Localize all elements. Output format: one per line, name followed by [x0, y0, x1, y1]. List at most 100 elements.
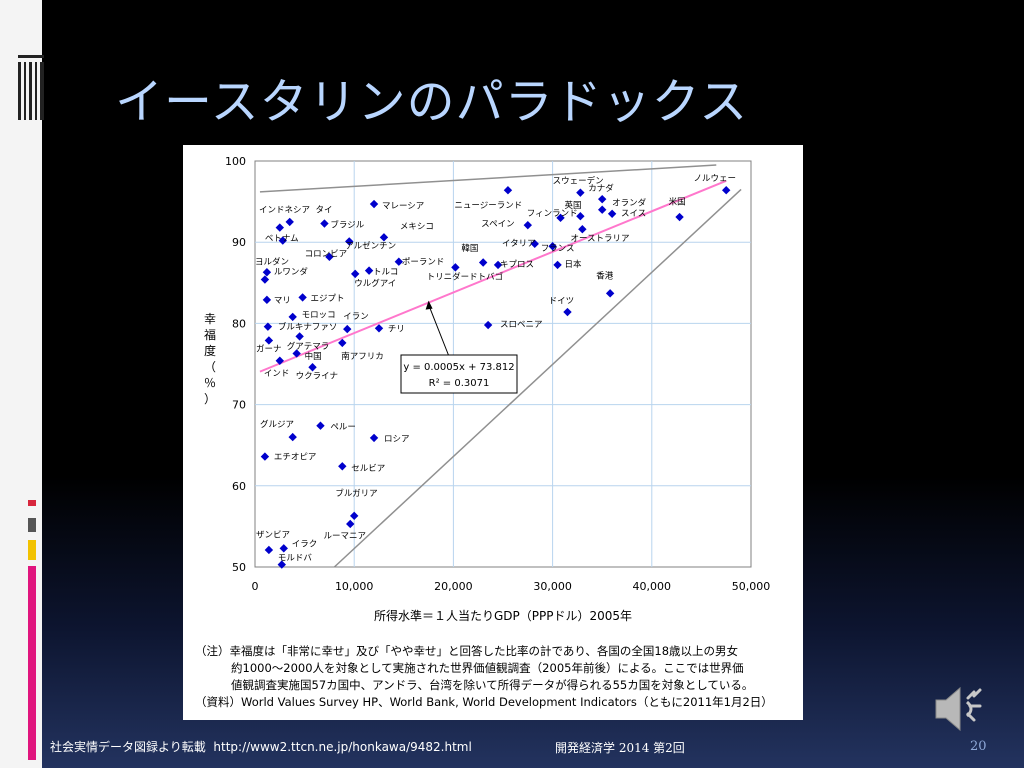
data-point	[478, 258, 488, 267]
point-label: イラク	[292, 539, 318, 549]
point-label: ペルー	[330, 423, 356, 433]
speaker-icon[interactable]	[930, 676, 996, 742]
x-tick-label: 50,000	[732, 580, 771, 593]
data-point	[338, 338, 347, 348]
point-label: 中国	[305, 351, 322, 362]
data-point	[275, 223, 284, 232]
point-label: アルゼンチン	[345, 240, 396, 251]
point-label: ポーランド	[402, 258, 445, 268]
data-point	[578, 225, 587, 234]
trend-r2: R² = 0.3071	[429, 378, 490, 389]
note-line: 値観調査実施国57カ国中、アンドラ、台湾を除いて所得データが得られる55カ国を対…	[231, 678, 754, 692]
point-label: カナダ	[588, 183, 614, 194]
footer-course: 開発経済学 2014 第2回	[555, 741, 685, 755]
point-label: トルコ	[373, 267, 398, 277]
point-label: モロッコ	[302, 310, 336, 320]
data-point	[493, 260, 503, 270]
x-tick-label: 40,000	[633, 580, 672, 593]
footer-url[interactable]: http://www2.ttcn.ne.jp/honkawa/9482.html	[213, 740, 472, 754]
data-point	[503, 186, 513, 195]
point-label: ロシア	[384, 435, 410, 445]
point-label: インド	[264, 369, 290, 379]
data-point	[394, 257, 404, 266]
point-label: ルワンダ	[274, 266, 309, 277]
y-tick-label: 60	[232, 480, 246, 493]
point-label: ブルキナファソ	[278, 322, 338, 333]
data-point	[379, 233, 389, 242]
data-point	[263, 322, 273, 331]
point-label: コロンビア	[305, 250, 348, 260]
data-point	[530, 239, 539, 249]
y-axis-label: 幸福度（％）	[204, 312, 216, 406]
data-point	[295, 332, 304, 341]
color-bars	[28, 500, 36, 760]
point-label: グアテマラ	[287, 341, 330, 352]
guide-line	[259, 164, 717, 193]
data-point	[576, 212, 585, 221]
data-point	[556, 213, 565, 223]
point-label: フィンランド	[527, 209, 578, 219]
x-tick-label: 0	[252, 580, 259, 593]
data-point	[483, 320, 493, 330]
point-label: 日本	[565, 259, 583, 270]
y-tick-label: 50	[232, 561, 246, 574]
data-point	[343, 324, 352, 334]
data-point	[345, 237, 354, 246]
point-label: ニュージーランド	[454, 201, 522, 211]
data-point	[369, 433, 379, 443]
point-label: エチオピア	[274, 453, 317, 463]
data-point	[264, 545, 274, 555]
point-label: スロベニア	[500, 320, 543, 330]
chart-note: （注）幸福度は「非常に幸せ」及び「やや幸せ」と回答した比率の計であり、各国の全国…	[195, 643, 795, 711]
point-label: 米国	[669, 197, 686, 208]
data-point	[364, 266, 374, 275]
x-axis-label: 所得水準＝１人当たりGDP（PPPドル）2005年	[374, 608, 632, 623]
data-point	[346, 519, 355, 529]
point-label: スウェーデン	[553, 175, 604, 186]
point-label: ルーマニア	[323, 531, 366, 541]
point-label: ヨルダン	[255, 257, 289, 268]
data-point	[722, 186, 731, 195]
data-point	[350, 269, 360, 279]
data-point	[308, 363, 317, 372]
data-point	[325, 252, 334, 262]
data-point	[605, 289, 615, 298]
point-label: 南アフリカ	[341, 351, 384, 362]
data-point	[260, 275, 270, 284]
slide-title: イースタリンのパラドックス	[115, 74, 749, 130]
equation-arrow	[428, 304, 449, 356]
point-label: ウルグアイ	[354, 278, 396, 289]
point-label: オランダ	[612, 197, 647, 208]
point-label: ノルウェー	[693, 174, 736, 184]
point-label: マレーシア	[382, 202, 424, 212]
point-label: 英国	[565, 200, 582, 211]
data-point	[338, 462, 347, 471]
point-label: タイ	[316, 206, 333, 216]
arrow-head	[425, 300, 433, 310]
trendline	[259, 179, 727, 373]
data-point	[548, 242, 557, 251]
point-label: ブルガリア	[335, 488, 377, 499]
data-point	[260, 452, 270, 461]
point-label: スペイン	[481, 220, 514, 230]
point-label: セルビア	[351, 464, 385, 474]
note-line: （注）幸福度は「非常に幸せ」及び「やや幸せ」と回答した比率の計であり、各国の全国…	[195, 644, 739, 658]
point-label: エジプト	[311, 294, 345, 304]
chart-figure: 0 10,000 20,000 30,000 40,000 50,000 50 60 70 80 9…	[183, 145, 803, 720]
point-label: 韓国	[461, 243, 478, 254]
footer-source: 社会実情データ図録より転載 http://www2.ttcn.ne.jp/hon…	[50, 738, 472, 755]
note-line: 約1000～2000人を対象として実施された世界価値観調査（2005年前後）によ…	[231, 661, 744, 675]
data-point	[563, 307, 572, 317]
y-tick-label: 70	[232, 399, 246, 412]
trend-equation: y = 0.0005x + 73.812	[403, 362, 514, 373]
data-point	[288, 432, 297, 442]
point-label: ザンビア	[256, 531, 290, 541]
point-label: マリ	[274, 296, 291, 306]
equation-box	[400, 354, 518, 394]
data-point	[262, 268, 272, 277]
decoration-lines	[18, 55, 44, 120]
x-tick-label: 30,000	[533, 580, 572, 593]
point-label: グルジア	[260, 419, 294, 430]
point-label: イタリア	[502, 239, 536, 249]
